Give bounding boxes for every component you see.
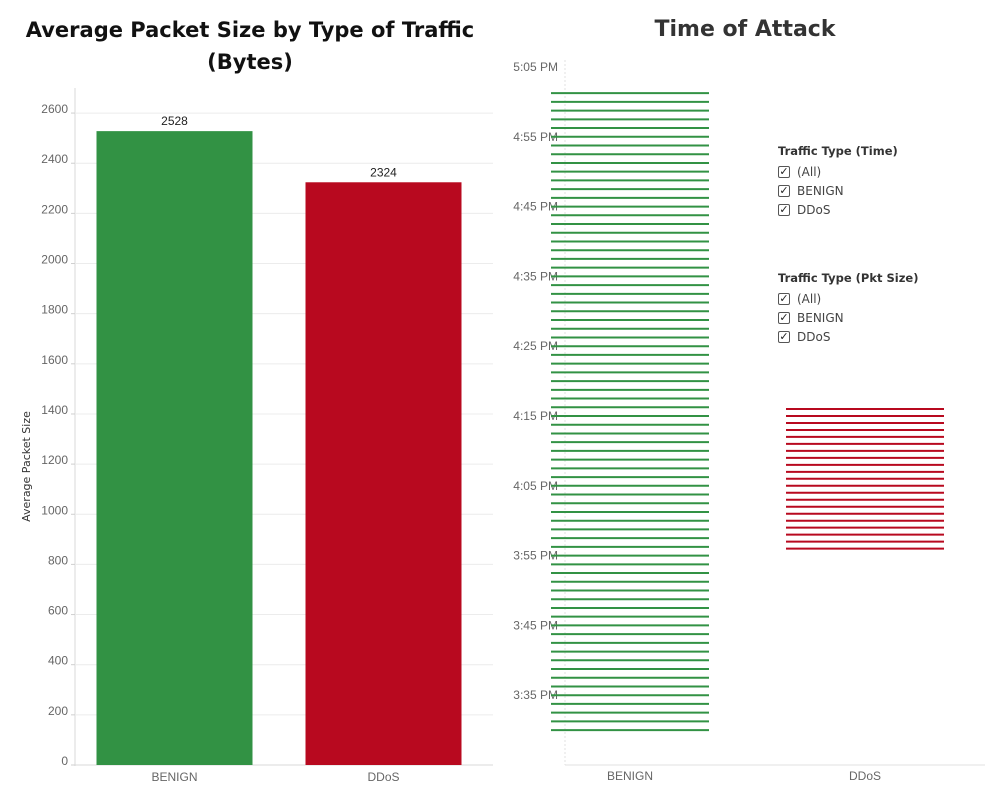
y-tick-label: 5:05 PM bbox=[513, 60, 558, 74]
y-tick-label: 3:55 PM bbox=[513, 549, 558, 563]
y-tick-label: 1600 bbox=[41, 353, 68, 367]
y-axis-title: Average Packet Size bbox=[20, 411, 33, 522]
bar-ddos bbox=[305, 182, 462, 766]
filter-item-label: BENIGN bbox=[797, 310, 844, 325]
checkbox-checked-icon[interactable]: ✓ bbox=[778, 291, 790, 305]
filter-time-title: Traffic Type (Time) bbox=[778, 144, 898, 158]
y-tick-label: 1200 bbox=[41, 453, 68, 467]
y-tick-label: 4:35 PM bbox=[513, 269, 558, 283]
x-tick-label: DDoS bbox=[367, 770, 399, 784]
y-tick-label: 4:25 PM bbox=[513, 339, 558, 353]
checkbox-checked-icon[interactable]: ✓ bbox=[778, 202, 790, 216]
y-tick-label: 1000 bbox=[41, 503, 68, 517]
time-chart-title: Time of Attack bbox=[654, 17, 836, 42]
y-tick-label: 4:55 PM bbox=[513, 130, 558, 144]
checkbox-checked-icon[interactable]: ✓ bbox=[778, 329, 790, 343]
y-tick-label: 4:15 PM bbox=[513, 409, 558, 423]
y-tick-label: 2400 bbox=[41, 152, 68, 166]
y-tick-label: 200 bbox=[48, 704, 68, 718]
y-tick-label: 0 bbox=[61, 754, 68, 768]
filter-item-label: DDoS bbox=[797, 202, 831, 217]
bar-chart-title: Average Packet Size by Type of Traffic (… bbox=[25, 18, 475, 74]
filter-item-label: (All) bbox=[797, 164, 822, 179]
filter-pkt-size-item-benign[interactable]: ✓ BENIGN bbox=[778, 308, 918, 327]
y-tick-label: 1800 bbox=[41, 303, 68, 317]
filter-time-item-ddos[interactable]: ✓ DDoS bbox=[778, 200, 898, 219]
filter-pkt-size-title: Traffic Type (Pkt Size) bbox=[778, 271, 919, 285]
filter-time-item-benign[interactable]: ✓ BENIGN bbox=[778, 181, 898, 200]
y-tick-label: 2600 bbox=[41, 102, 68, 116]
checkbox-checked-icon[interactable]: ✓ bbox=[778, 310, 790, 324]
y-tick-label: 1400 bbox=[41, 403, 68, 417]
data-label: 2324 bbox=[370, 165, 397, 179]
x-tick-label: DDoS bbox=[849, 769, 881, 783]
checkbox-checked-icon[interactable]: ✓ bbox=[778, 183, 790, 197]
filter-item-label: (All) bbox=[797, 291, 822, 306]
y-tick-label: 2200 bbox=[41, 202, 68, 216]
filter-time-item-all[interactable]: ✓ (All) bbox=[778, 162, 898, 181]
y-tick-label: 4:45 PM bbox=[513, 200, 558, 214]
y-tick-label: 800 bbox=[48, 553, 68, 567]
y-tick-label: 4:05 PM bbox=[513, 479, 558, 493]
y-tick-label: 400 bbox=[48, 654, 68, 668]
data-label: 2528 bbox=[161, 114, 188, 128]
checkbox-checked-icon[interactable]: ✓ bbox=[778, 164, 790, 178]
bar-benign bbox=[96, 131, 253, 765]
filter-pkt-size: Traffic Type (Pkt Size) ✓ (All) ✓ BENIGN ✓… bbox=[778, 271, 918, 346]
y-tick-label: 3:45 PM bbox=[513, 618, 558, 632]
filter-pkt-size-item-all[interactable]: ✓ (All) bbox=[778, 289, 918, 308]
filter-pkt-size-item-ddos[interactable]: ✓ DDoS bbox=[778, 327, 918, 346]
y-tick-label: 600 bbox=[48, 604, 68, 618]
y-tick-label: 3:35 PM bbox=[513, 688, 558, 702]
filter-item-label: DDoS bbox=[797, 329, 831, 344]
x-tick-label: BENIGN bbox=[151, 770, 197, 784]
filter-time: Traffic Type (Time) ✓ (All) ✓ BENIGN ✓ DDoS bbox=[778, 144, 898, 219]
filter-item-label: BENIGN bbox=[797, 183, 844, 198]
x-tick-label: BENIGN bbox=[607, 769, 653, 783]
y-tick-label: 2000 bbox=[41, 253, 68, 267]
